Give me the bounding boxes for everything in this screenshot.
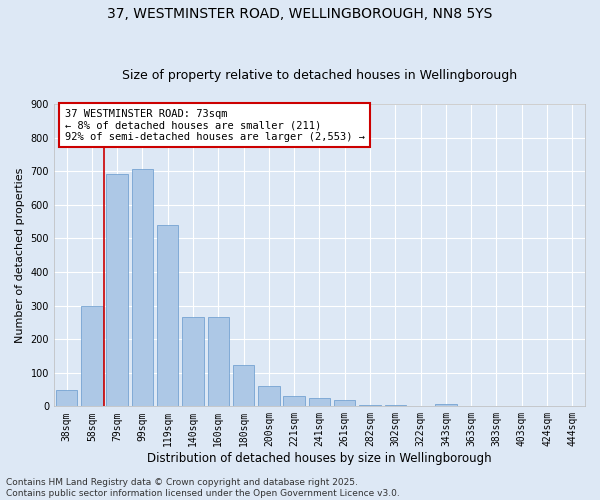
Bar xyxy=(258,386,280,406)
Bar xyxy=(131,169,153,406)
Bar xyxy=(233,366,254,406)
Y-axis label: Number of detached properties: Number of detached properties xyxy=(15,168,25,343)
Bar xyxy=(435,404,457,406)
Bar xyxy=(56,390,77,406)
Bar xyxy=(334,400,355,406)
Text: 37 WESTMINSTER ROAD: 73sqm
← 8% of detached houses are smaller (211)
92% of semi: 37 WESTMINSTER ROAD: 73sqm ← 8% of detac… xyxy=(65,108,365,142)
X-axis label: Distribution of detached houses by size in Wellingborough: Distribution of detached houses by size … xyxy=(147,452,492,465)
Title: Size of property relative to detached houses in Wellingborough: Size of property relative to detached ho… xyxy=(122,69,517,82)
Bar xyxy=(208,318,229,406)
Bar xyxy=(157,225,178,406)
Bar xyxy=(81,306,103,406)
Text: 37, WESTMINSTER ROAD, WELLINGBOROUGH, NN8 5YS: 37, WESTMINSTER ROAD, WELLINGBOROUGH, NN… xyxy=(107,8,493,22)
Bar xyxy=(106,174,128,406)
Bar xyxy=(283,396,305,406)
Bar xyxy=(182,318,204,406)
Text: Contains HM Land Registry data © Crown copyright and database right 2025.
Contai: Contains HM Land Registry data © Crown c… xyxy=(6,478,400,498)
Bar xyxy=(309,398,330,406)
